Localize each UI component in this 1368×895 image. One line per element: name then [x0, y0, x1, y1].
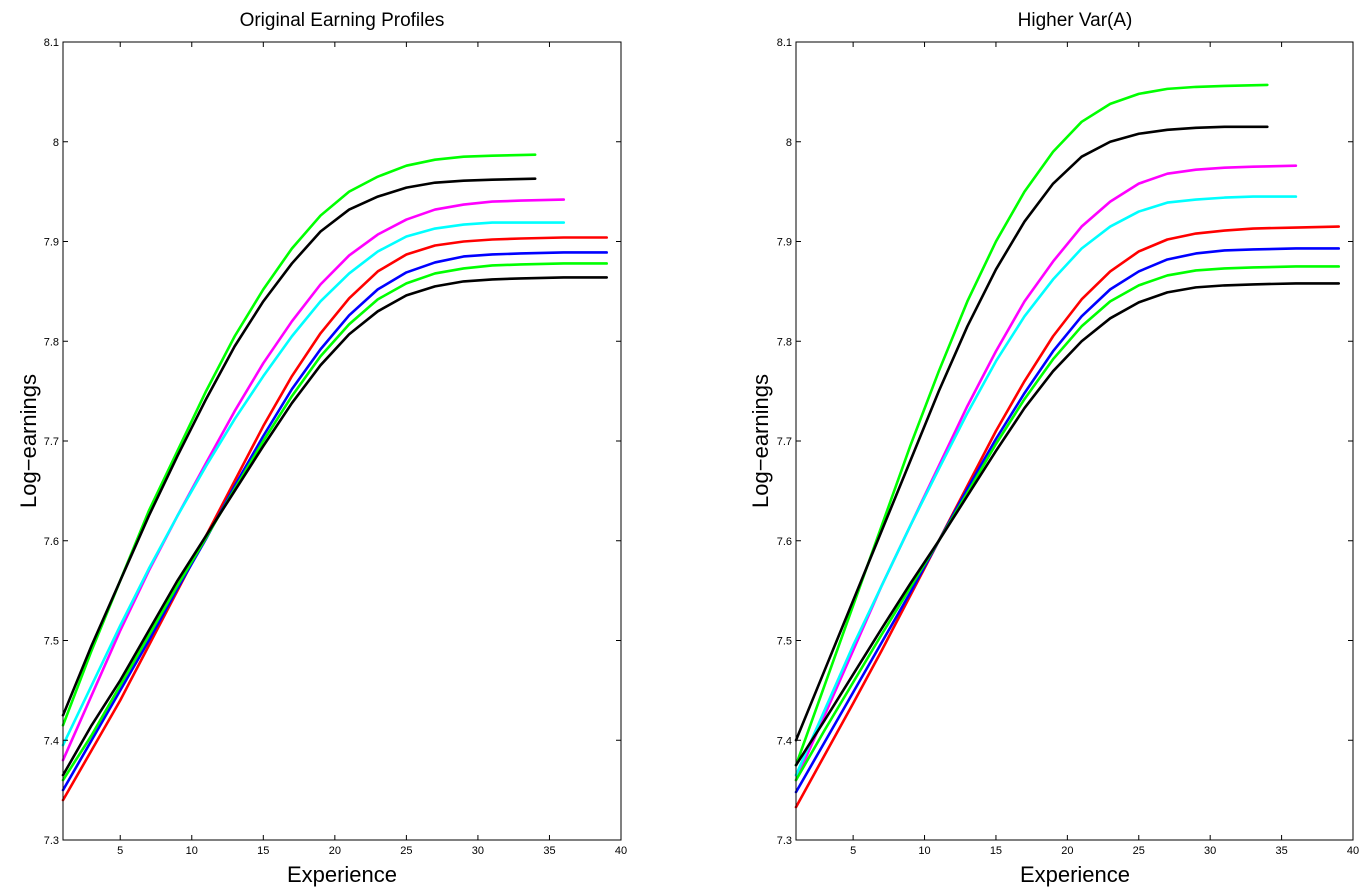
right-x-tick-label: 10 — [918, 845, 930, 857]
right-series-line-2 — [794, 125, 1269, 742]
right-y-tick-label: 7.3 — [777, 835, 792, 847]
left-y-tick-label: 7.5 — [44, 636, 59, 648]
left-series-line-1 — [61, 153, 537, 727]
right-y-tick-label: 7.8 — [777, 336, 792, 348]
right-chart-title: Higher Var(A) — [1018, 10, 1133, 31]
left-series-line-3 — [61, 198, 566, 762]
left-y-tick-label: 7.7 — [44, 436, 59, 448]
left-x-tick-label: 40 — [615, 845, 627, 857]
right-series-line-1 — [794, 83, 1269, 767]
left-plot-frame — [62, 41, 622, 841]
right-series-line-8 — [794, 282, 1341, 767]
right-x-tick-label: 20 — [1061, 845, 1073, 857]
right-y-tick-label: 7.9 — [777, 237, 792, 249]
left-series-line-4 — [61, 221, 566, 747]
right-series-line-3 — [794, 164, 1298, 782]
right-y-tick-label: 8 — [786, 137, 792, 149]
left-panel: Original Earning Profiles 5 10 15 20 25 30 35 4… — [16, 10, 627, 887]
right-x-tick-label: 5 — [850, 845, 856, 857]
left-axis-ticks: 5 10 15 20 25 30 35 40 7.3 7.4 7.5 7.6 7.7 7.8 7.9 8 8.1 — [44, 37, 627, 857]
left-y-tick-label: 8 — [53, 137, 59, 149]
right-x-tick-label: 35 — [1275, 845, 1287, 857]
right-y-axis-label: Log−earnings — [748, 374, 773, 508]
right-y-tick-label: 7.7 — [777, 436, 792, 448]
right-x-tick-label: 15 — [990, 845, 1002, 857]
right-y-tick-label: 8.1 — [777, 37, 792, 49]
left-y-tick-label: 7.6 — [44, 536, 59, 548]
right-y-tick-label: 7.4 — [777, 735, 792, 747]
right-x-axis-label: Experience — [1020, 862, 1130, 887]
left-x-tick-label: 20 — [329, 845, 341, 857]
left-y-tick-label: 7.4 — [44, 735, 59, 747]
left-x-tick-label: 30 — [472, 845, 484, 857]
right-x-tick-label: 40 — [1347, 845, 1359, 857]
right-plot-frame — [795, 41, 1354, 841]
left-x-tick-label: 5 — [117, 845, 123, 857]
left-series-line-6 — [61, 251, 608, 792]
left-y-tick-label: 8.1 — [44, 37, 59, 49]
right-series-line-5 — [794, 225, 1341, 809]
right-series-line-7 — [794, 265, 1341, 782]
left-x-axis-label: Experience — [287, 862, 397, 887]
right-x-tick-label: 25 — [1133, 845, 1145, 857]
left-x-tick-label: 35 — [543, 845, 555, 857]
right-y-tick-label: 7.5 — [777, 636, 792, 648]
right-series-line-6 — [794, 247, 1341, 794]
right-panel: Higher Var(A) 5 10 15 20 25 30 35 40 7.3 7.4 7.5 7.… — [748, 10, 1359, 887]
left-series-line-8 — [61, 276, 608, 777]
left-x-tick-label: 10 — [186, 845, 198, 857]
left-y-tick-label: 7.3 — [44, 835, 59, 847]
left-y-axis-label: Log−earnings — [16, 374, 41, 508]
left-plot-lines — [61, 153, 608, 802]
right-series-line-4 — [794, 195, 1298, 777]
right-axis-ticks: 5 10 15 20 25 30 35 40 7.3 7.4 7.5 7.6 7.7 7.8 7.9 8 8.1 — [777, 37, 1359, 857]
right-x-tick-label: 30 — [1204, 845, 1216, 857]
left-series-line-7 — [61, 262, 608, 782]
right-y-tick-label: 7.6 — [777, 536, 792, 548]
left-series-line-5 — [61, 236, 608, 802]
left-y-tick-label: 7.8 — [44, 336, 59, 348]
left-series-line-2 — [61, 177, 537, 717]
left-y-tick-label: 7.9 — [44, 237, 59, 249]
left-x-tick-label: 25 — [400, 845, 412, 857]
left-chart-title: Original Earning Profiles — [240, 10, 445, 31]
left-x-tick-label: 15 — [257, 845, 269, 857]
right-plot-lines — [794, 83, 1341, 809]
